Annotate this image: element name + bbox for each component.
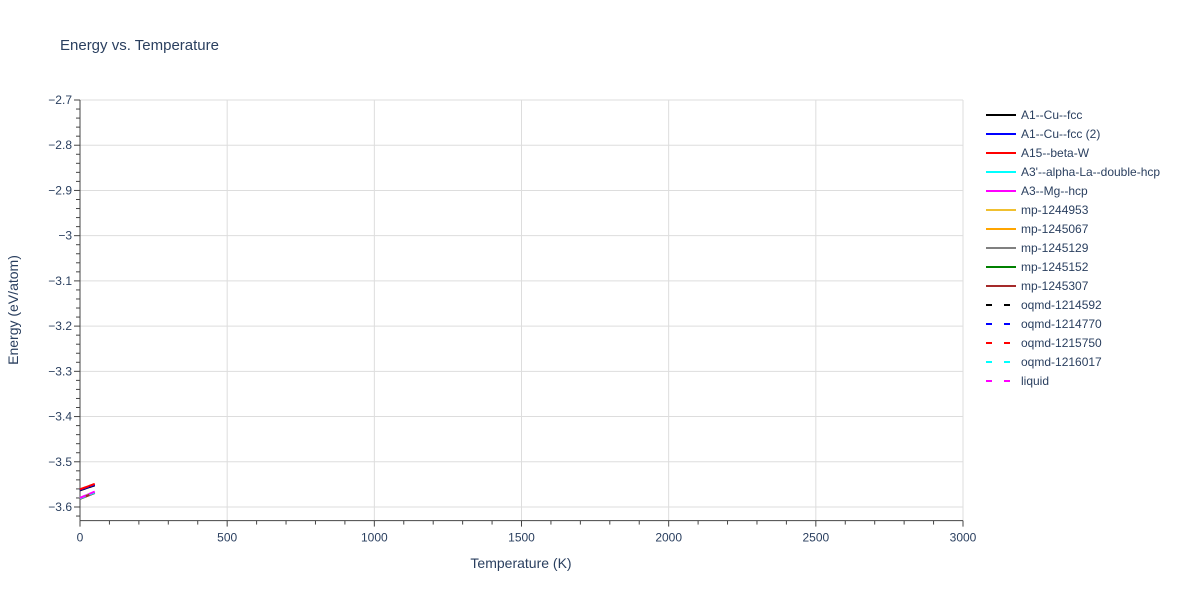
legend-label: liquid	[1021, 374, 1049, 388]
legend-label: oqmd-1214592	[1021, 298, 1102, 312]
legend-label: A3--Mg--hcp	[1021, 184, 1088, 198]
x-tick-label: 0	[77, 531, 84, 545]
legend-item[interactable]: oqmd-1214770	[986, 317, 1102, 331]
y-tick-label: −3.6	[48, 500, 72, 514]
x-tick-label: 2000	[655, 531, 682, 545]
legend-item[interactable]: mp-1245067	[986, 222, 1089, 236]
legend-item[interactable]: liquid	[986, 374, 1049, 388]
legend-label: mp-1244953	[1021, 203, 1089, 217]
y-tick-label: −2.8	[48, 138, 72, 152]
legend-label: mp-1245152	[1021, 260, 1089, 274]
y-axis-label: Energy (eV/atom)	[5, 255, 21, 365]
y-tick-label: −3.1	[48, 274, 72, 288]
legend-item[interactable]: A1--Cu--fcc (2)	[986, 127, 1100, 141]
legend-label: mp-1245067	[1021, 222, 1089, 236]
series-line	[79, 482, 96, 491]
legend-item[interactable]: A1--Cu--fcc	[986, 108, 1082, 122]
x-tick-label: 1500	[508, 531, 535, 545]
legend-label: oqmd-1215750	[1021, 336, 1102, 350]
legend-label: A3'--alpha-La--double-hcp	[1021, 165, 1160, 179]
legend-label: mp-1245307	[1021, 279, 1089, 293]
chart-title: Energy vs. Temperature	[60, 37, 219, 54]
y-tick-label: −3.5	[48, 455, 72, 469]
legend-label: A1--Cu--fcc	[1021, 108, 1082, 122]
legend-item[interactable]: mp-1244953	[986, 203, 1089, 217]
y-tick-label: −2.7	[48, 93, 72, 107]
series-line	[79, 490, 96, 499]
legend-item[interactable]: oqmd-1216017	[986, 355, 1102, 369]
x-tick-label: 500	[217, 531, 237, 545]
x-tick-label: 2500	[802, 531, 829, 545]
legend-label: A15--beta-W	[1021, 146, 1090, 160]
legend-label: A1--Cu--fcc (2)	[1021, 127, 1100, 141]
y-tick-label: −3.4	[48, 410, 72, 424]
legend-item[interactable]: mp-1245152	[986, 260, 1089, 274]
x-tick-label: 1000	[361, 531, 388, 545]
legend-item[interactable]: mp-1245129	[986, 241, 1089, 255]
legend-label: oqmd-1216017	[1021, 355, 1102, 369]
legend-item[interactable]: A3'--alpha-La--double-hcp	[986, 165, 1160, 179]
y-tick-label: −3.3	[48, 364, 72, 378]
legend-label: oqmd-1214770	[1021, 317, 1102, 331]
legend-label: mp-1245129	[1021, 241, 1089, 255]
legend-item[interactable]: A15--beta-W	[986, 146, 1090, 160]
x-axis-label: Temperature (K)	[470, 555, 571, 571]
y-tick-label: −2.9	[48, 183, 72, 197]
legend-item[interactable]: A3--Mg--hcp	[986, 184, 1088, 198]
legend-item[interactable]: mp-1245307	[986, 279, 1089, 293]
y-tick-label: −3.2	[48, 319, 72, 333]
legend-item[interactable]: oqmd-1214592	[986, 298, 1102, 312]
y-tick-label: −3	[58, 229, 72, 243]
legend-item[interactable]: oqmd-1215750	[986, 336, 1102, 350]
x-tick-label: 3000	[950, 531, 977, 545]
